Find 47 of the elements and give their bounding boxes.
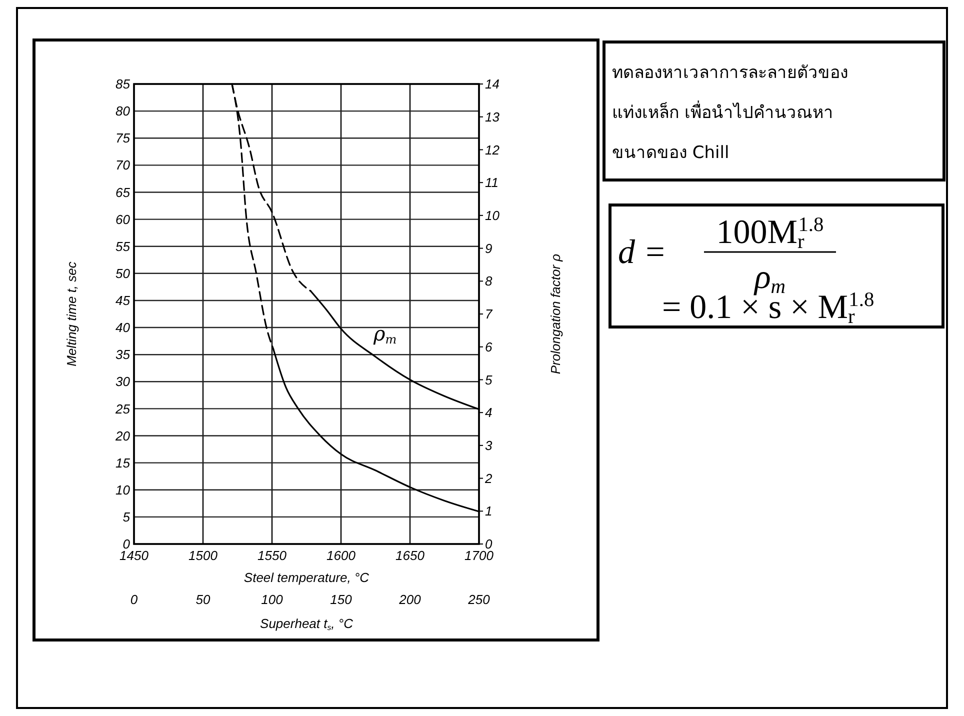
- y2-tick-label: 3: [485, 438, 493, 453]
- x-axis-title: Steel temperature, °C: [244, 570, 370, 585]
- y-tick-label: 65: [116, 184, 131, 200]
- y-tick-label: 45: [116, 293, 131, 308]
- y-tick-label: 50: [116, 266, 131, 281]
- y-tick-label: 35: [116, 347, 131, 362]
- y2-tick-label: 2: [484, 470, 493, 486]
- y2-tick-label: 11: [485, 175, 498, 190]
- y-tick-label: 85: [116, 76, 131, 92]
- x2-tick-label: 100: [261, 592, 284, 607]
- x-tick-label: 1550: [258, 548, 288, 563]
- y2-tick-label: 8: [485, 274, 493, 289]
- series-label: ρ$_{m}$: [372, 322, 397, 347]
- y-tick-label: 60: [116, 212, 131, 227]
- y-tick-label: 20: [114, 428, 131, 444]
- x-tick-label: 1600: [326, 548, 356, 563]
- x2-axis-title: Superheat t$_{s}$, °C: [260, 616, 354, 632]
- x-tick-label: 1500: [188, 548, 218, 563]
- y2-tick-label: 6: [485, 339, 493, 354]
- y2-tick-label: 7: [485, 306, 493, 322]
- y-tick-label: 40: [116, 320, 131, 336]
- y2-tick-label: 4: [485, 405, 492, 420]
- y2-tick-label: 9: [485, 240, 492, 256]
- y2-tick-label: 5: [485, 372, 493, 388]
- x2-tick-label: 200: [398, 592, 422, 607]
- y-tick-label: 70: [116, 158, 131, 173]
- x2-tick-label: 50: [196, 592, 211, 607]
- x2-tick-label: 250: [467, 592, 491, 607]
- y-tick-label: 10: [116, 482, 131, 498]
- text: ทดลองหาเวลาการละลายตัวของ แท่งเหล็ก เพื่อนำไปคำนวณหา ขนาดของ Chill: [612, 63, 848, 163]
- y-tick-label: 80: [116, 104, 131, 119]
- y2-tick-label: 10: [485, 208, 500, 223]
- y-tick-label: 15: [116, 455, 131, 470]
- y2-tick-label: 14: [485, 76, 500, 92]
- y-tick-label: 75: [116, 130, 131, 146]
- y2-axis-title: Prolongation factor ρ: [548, 253, 563, 374]
- y-tick-label: 30: [116, 374, 131, 390]
- y2-tick-label: 13: [485, 109, 500, 124]
- x-tick-label: 1650: [396, 548, 426, 563]
- y-tick-label: 25: [114, 401, 131, 416]
- y-axis-title: Melting time t, sec: [64, 261, 79, 366]
- y2-tick-label: 12: [485, 142, 500, 158]
- y2-tick-label: 1: [485, 504, 492, 519]
- x2-tick-label: 150: [330, 592, 353, 607]
- y-tick-label: 5: [122, 509, 131, 524]
- y-tick-label: 55: [116, 238, 131, 254]
- text: d =: [618, 234, 666, 271]
